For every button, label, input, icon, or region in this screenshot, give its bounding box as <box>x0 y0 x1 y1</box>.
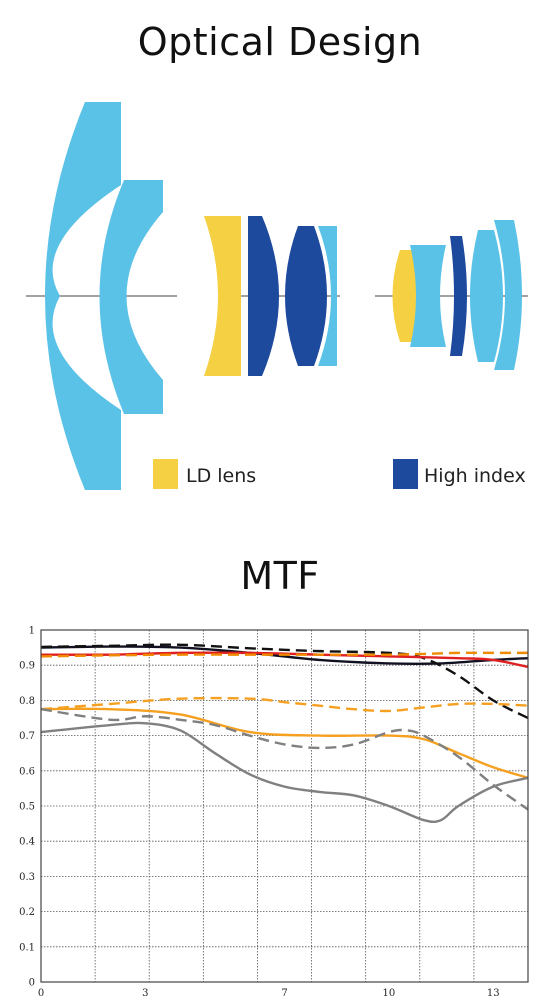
legend-high-index-swatch <box>393 459 418 489</box>
y-tick-label: 0.8 <box>19 696 35 707</box>
mtf-plot-frame <box>40 629 529 983</box>
mtf-series-line-4 <box>40 651 528 658</box>
lens-element-high-index-1 <box>248 216 279 376</box>
y-tick-label: 0.2 <box>19 907 35 918</box>
mtf-x-ticks: 0 3 7 10 13 <box>38 988 500 999</box>
y-tick-label: 0.9 <box>19 661 35 672</box>
title-optical-design: Optical Design <box>137 20 423 64</box>
y-tick-label: 0.3 <box>19 872 35 883</box>
y-tick-label: 0.5 <box>19 802 35 813</box>
mtf-grid <box>41 630 528 982</box>
lens-element-rear-meniscus <box>494 220 522 370</box>
x-tick-label: 13 <box>487 988 500 999</box>
mtf-series-line-6 <box>40 696 529 713</box>
mtf-series-line-7 <box>40 721 529 824</box>
mtf-series-line-2 <box>40 643 529 720</box>
y-tick-label: 0.4 <box>19 837 35 848</box>
legend-high-index-label: High index <box>424 465 526 487</box>
lens-element-ld-concave <box>204 216 241 376</box>
x-tick-label: 7 <box>281 988 287 999</box>
lens-element-group3-biconvex <box>470 230 503 362</box>
y-tick-label: 0.6 <box>19 766 35 777</box>
mtf-series <box>40 643 529 824</box>
lens-element-high-index-3 <box>450 236 467 356</box>
mtf-series-line-8 <box>40 708 529 811</box>
x-tick-label: 0 <box>38 988 44 999</box>
lens-element-front-meniscus <box>45 102 121 490</box>
y-tick-label: 0 <box>29 978 35 989</box>
x-tick-label: 3 <box>142 988 148 999</box>
optical-design-diagram: LD lens High index <box>26 102 528 490</box>
lens-element-high-index-2 <box>285 226 327 366</box>
y-tick-label: 0.7 <box>19 731 35 742</box>
lens-element-group3-concave <box>410 245 446 347</box>
legend-ld-label: LD lens <box>186 465 256 487</box>
mtf-series-line-5 <box>40 707 529 779</box>
x-tick-label: 10 <box>382 988 395 999</box>
legend-ld-swatch <box>153 459 178 489</box>
mtf-y-ticks: 0 0.1 0.2 0.3 0.4 0.5 0.6 0.7 0.8 0.9 1 <box>19 626 35 989</box>
lens-element-group2-rear <box>318 226 337 366</box>
y-tick-label: 0.1 <box>19 942 35 953</box>
lens-element-second-meniscus <box>99 180 163 414</box>
y-tick-label: 1 <box>29 626 35 637</box>
title-mtf: MTF <box>240 554 320 598</box>
lens-element-ld-convex <box>392 250 420 342</box>
mtf-chart: 0 0.1 0.2 0.3 0.4 0.5 0.6 0.7 0.8 0.9 1 0 3 7 10 13 <box>19 626 529 999</box>
